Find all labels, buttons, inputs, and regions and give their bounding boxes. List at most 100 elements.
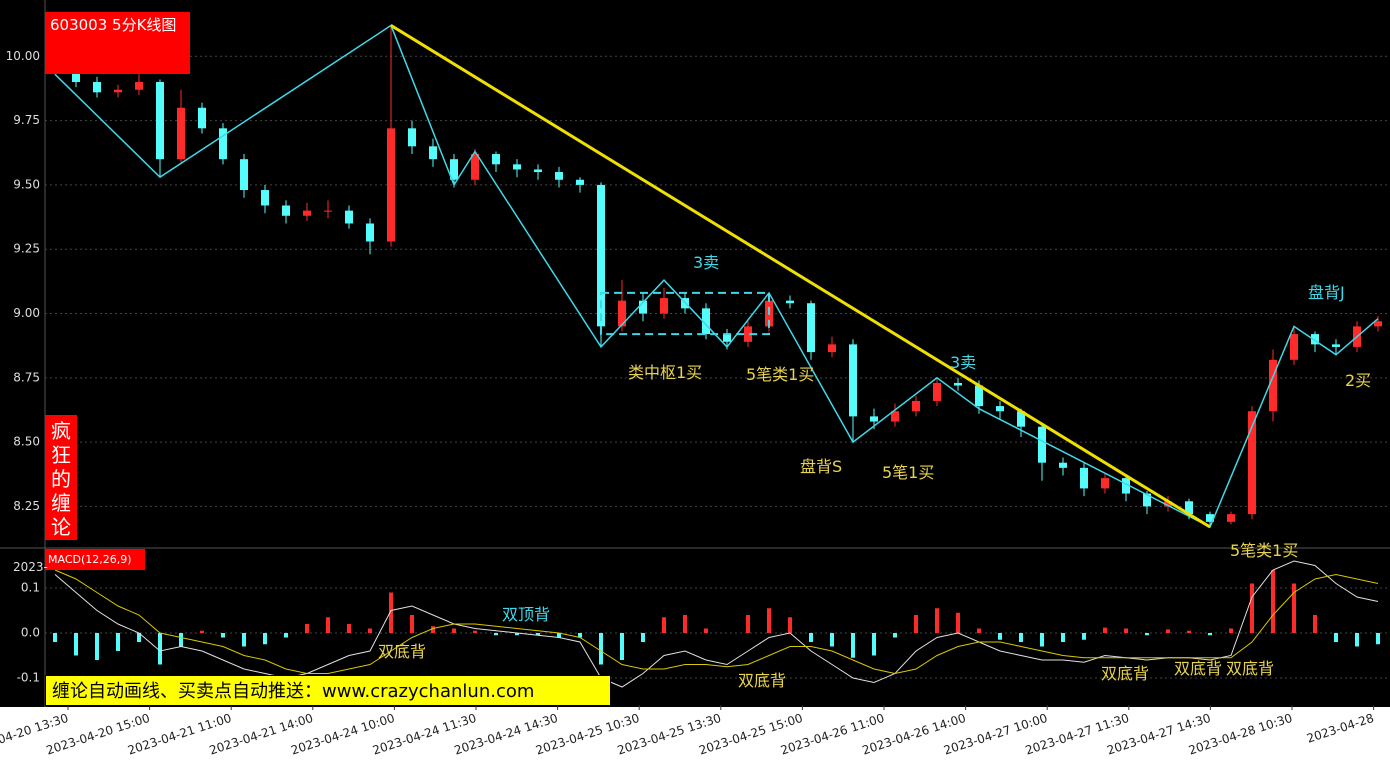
candle-body: [618, 300, 626, 327]
y-tick-label: 9.00: [13, 306, 40, 320]
candle-body: [702, 308, 710, 335]
annotation: 双底背: [1226, 659, 1275, 678]
annotation: 双顶背: [502, 605, 551, 624]
macd-bar: [74, 633, 78, 656]
y-tick-label: 9.25: [13, 242, 40, 256]
candle-body: [324, 210, 332, 212]
annotation: 2买: [1345, 371, 1372, 390]
macd-bar: [1271, 570, 1275, 633]
candle-body: [1311, 334, 1319, 345]
annotation: 双底背: [378, 642, 427, 661]
candle-body: [345, 210, 353, 224]
macd-bar: [1208, 633, 1212, 636]
candle-body: [933, 382, 941, 401]
macd-bar: [704, 628, 708, 633]
candle-body: [975, 385, 983, 407]
macd-bar: [641, 633, 645, 642]
candle-body: [1122, 478, 1130, 494]
candle-body: [1143, 493, 1151, 507]
candle-body: [408, 128, 416, 147]
candle-body: [240, 159, 248, 191]
macd-bar: [1019, 633, 1023, 642]
y-tick-label: 10.00: [6, 49, 40, 63]
candle-body: [786, 300, 794, 304]
macd-title: MACD(12,26,9): [45, 549, 145, 570]
candle-body: [954, 382, 962, 386]
candle-body: [135, 82, 143, 90]
macd-bar: [872, 633, 876, 656]
annotation: 盘背J: [1308, 283, 1345, 302]
candle-body: [492, 154, 500, 165]
candle-body: [429, 146, 437, 160]
candle-body: [723, 334, 731, 342]
candle-body: [912, 400, 920, 412]
annotation: 双底背: [1174, 659, 1223, 678]
macd-bar: [368, 628, 372, 633]
trend-line: [390, 24, 1211, 529]
macd-bar: [179, 633, 183, 647]
annotation: 双底背: [738, 671, 787, 690]
macd-bar: [1166, 629, 1170, 633]
y-tick-label: 8.50: [13, 435, 40, 449]
macd-bar: [1040, 633, 1044, 647]
candle-body: [282, 205, 290, 216]
side-title: 疯狂的缠论: [45, 415, 77, 540]
macd-bar: [389, 592, 393, 633]
macd-bar: [137, 633, 141, 642]
macd-bar: [494, 633, 498, 636]
annotation: 5笔1买: [882, 463, 935, 482]
candle-body: [1038, 426, 1046, 463]
macd-bar: [893, 633, 897, 638]
candle-body: [1185, 501, 1193, 515]
macd-bar: [326, 617, 330, 633]
banner: 缠论自动画线、买卖点自动推送：www.crazychanlun.com: [45, 675, 611, 706]
candle-body: [1101, 478, 1109, 489]
candle-body: [1248, 411, 1256, 515]
macd-bar: [515, 633, 519, 636]
macd-bar: [662, 617, 666, 633]
macd-bar: [557, 633, 561, 638]
candle-body: [996, 406, 1004, 412]
macd-bar: [578, 633, 582, 638]
macd-bar: [956, 612, 960, 633]
candle-body: [891, 411, 899, 422]
macd-bar: [914, 615, 918, 633]
candle-body: [1332, 344, 1340, 347]
candle-body: [93, 82, 101, 93]
macd-bar: [1250, 583, 1254, 633]
candle-body: [156, 82, 164, 160]
y-tick-label: 9.50: [13, 177, 40, 191]
candle-body: [219, 128, 227, 160]
candle-body: [1227, 514, 1235, 522]
candle-body: [1290, 334, 1298, 360]
candle-body: [261, 190, 269, 206]
annotation: 双底背: [1101, 664, 1150, 683]
macd-bar: [1124, 628, 1128, 633]
macd-bar: [95, 633, 99, 660]
candle-body: [1206, 514, 1214, 522]
macd-bar: [1355, 633, 1359, 647]
macd-bar: [1313, 615, 1317, 633]
candle-body: [366, 223, 374, 242]
candle-body: [828, 344, 836, 353]
candle-body: [555, 172, 563, 180]
annotation: 5笔类1买: [746, 365, 815, 384]
macd-bar: [998, 633, 1002, 640]
macd-bar: [767, 608, 771, 633]
candle-body: [1080, 467, 1088, 489]
candle-body: [1269, 359, 1277, 412]
candle-body: [639, 300, 647, 314]
candle-body: [513, 164, 521, 170]
cut-label: 2023-: [13, 560, 48, 574]
macd-bar: [242, 633, 246, 647]
chart-title: 603003 5分K线图: [45, 12, 190, 74]
macd-bar: [116, 633, 120, 651]
macd-bar: [1103, 627, 1107, 633]
macd-bar: [473, 630, 477, 633]
macd-bar: [305, 624, 309, 633]
zhongshu-box: [600, 291, 770, 336]
candle-body: [534, 169, 542, 173]
candle-body: [303, 210, 311, 216]
